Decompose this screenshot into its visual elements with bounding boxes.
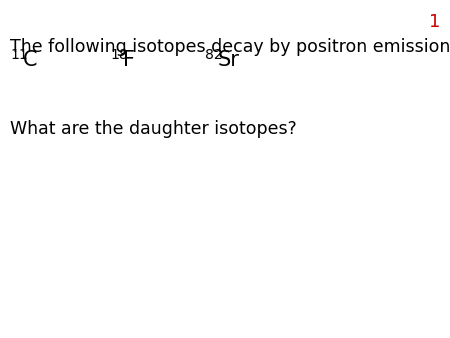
Text: The following isotopes decay by positron emission.: The following isotopes decay by positron… bbox=[10, 38, 450, 56]
Text: 1: 1 bbox=[428, 13, 440, 31]
Text: 11: 11 bbox=[10, 48, 28, 62]
Text: C: C bbox=[23, 50, 37, 70]
Text: Sr: Sr bbox=[218, 50, 240, 70]
Text: 82: 82 bbox=[205, 48, 223, 62]
Text: F: F bbox=[123, 50, 135, 70]
Text: 18: 18 bbox=[110, 48, 128, 62]
Text: What are the daughter isotopes?: What are the daughter isotopes? bbox=[10, 120, 297, 138]
